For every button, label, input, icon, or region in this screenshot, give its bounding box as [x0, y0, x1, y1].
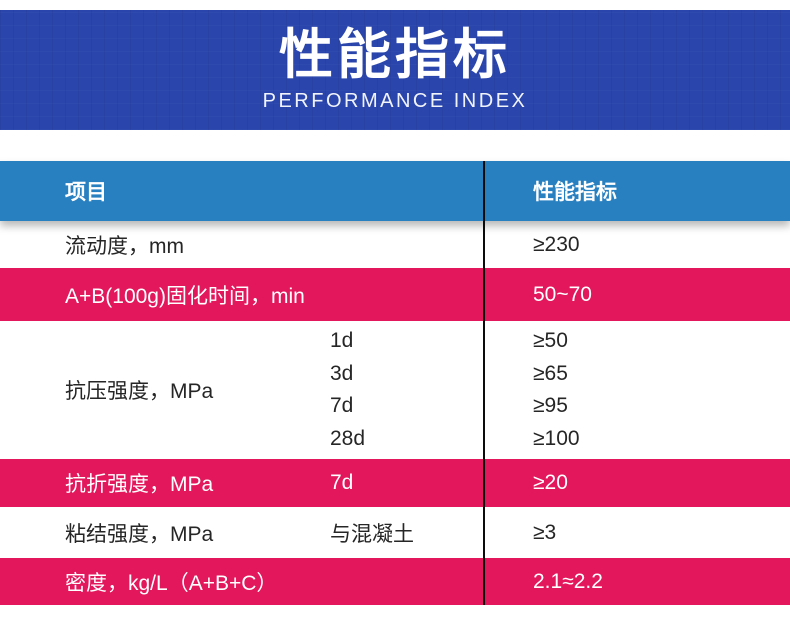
- row-value: ≥100: [533, 426, 580, 450]
- column-header-value: 性能指标: [533, 181, 617, 204]
- condition-label: 7d: [330, 394, 354, 418]
- condition-label: 1d: [330, 329, 354, 353]
- row-label: 密度，kg/L（A+B+C）: [65, 571, 278, 595]
- row-label: 抗折强度，MPa: [65, 473, 214, 496]
- row-value: ≥3: [533, 520, 557, 544]
- column-header-item: 项目: [65, 181, 107, 204]
- row-sub-conditions: 1d 3d 7d 28d: [330, 321, 483, 459]
- row-value: 50~70: [533, 282, 592, 306]
- row-value: ≥20: [533, 471, 568, 494]
- row-values: ≥50 ≥65 ≥95 ≥100: [533, 321, 580, 459]
- condition-label: 与混凝土: [330, 522, 414, 546]
- banner-subtitle: PERFORMANCE INDEX: [262, 89, 528, 112]
- table-header-row: 项目 性能指标: [0, 161, 790, 221]
- table-row: 流动度，mm ≥230: [0, 221, 790, 268]
- row-value: ≥230: [533, 232, 580, 256]
- table-row: 密度，kg/L（A+B+C） 2.1≈2.2: [0, 558, 790, 605]
- header-cell-item: 项目: [0, 161, 483, 221]
- row-value: ≥95: [533, 394, 568, 418]
- row-label: 流动度，mm: [65, 234, 184, 258]
- row-value: 2.1≈2.2: [533, 569, 603, 593]
- condition-label: 3d: [330, 361, 354, 385]
- row-label: 抗压强度，MPa: [65, 380, 214, 403]
- row-value: ≥50: [533, 329, 568, 353]
- table-row: 粘结强度，MPa 与混凝土 ≥3: [0, 507, 790, 558]
- header-cell-value: 性能指标: [483, 161, 790, 221]
- row-label: A+B(100g)固化时间，min: [65, 284, 305, 308]
- table-row: 抗压强度，MPa 1d 3d 7d 28d ≥50 ≥65 ≥95 ≥100: [0, 321, 790, 459]
- table-row: A+B(100g)固化时间，min 50~70: [0, 268, 790, 321]
- condition-label: 7d: [330, 471, 354, 494]
- table-row: 抗折强度，MPa 7d ≥20: [0, 459, 790, 507]
- condition-label: 28d: [330, 426, 366, 450]
- row-label: 粘结强度，MPa: [65, 522, 214, 546]
- row-value: ≥65: [533, 361, 568, 385]
- banner-title: 性能指标: [279, 25, 511, 86]
- performance-table: 项目 性能指标 流动度，mm ≥230 A+B(100g)固化时间，min 50…: [0, 161, 790, 605]
- banner: 性能指标 PERFORMANCE INDEX: [0, 10, 790, 130]
